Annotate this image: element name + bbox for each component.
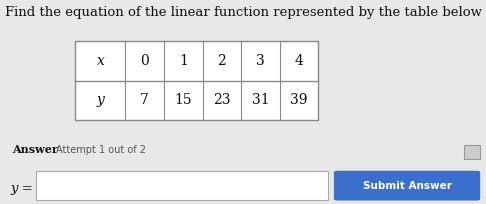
Text: y =: y = bbox=[11, 182, 34, 195]
Text: 4: 4 bbox=[295, 54, 303, 68]
Text: Answer: Answer bbox=[12, 144, 58, 155]
Text: 15: 15 bbox=[174, 93, 192, 108]
Text: 7: 7 bbox=[140, 93, 149, 108]
Text: x: x bbox=[96, 54, 104, 68]
Bar bbox=[464, 145, 480, 159]
Text: y: y bbox=[96, 93, 104, 108]
Text: Find the equation of the linear function represented by the table below in slope: Find the equation of the linear function… bbox=[5, 6, 486, 19]
Text: Submit Answer: Submit Answer bbox=[363, 181, 451, 191]
FancyBboxPatch shape bbox=[334, 171, 480, 201]
Text: Attempt 1 out of 2: Attempt 1 out of 2 bbox=[56, 145, 146, 155]
Text: 1: 1 bbox=[179, 54, 188, 68]
Text: 0: 0 bbox=[140, 54, 149, 68]
Text: 23: 23 bbox=[213, 93, 231, 108]
Text: 3: 3 bbox=[256, 54, 265, 68]
Text: 39: 39 bbox=[290, 93, 308, 108]
Text: 2: 2 bbox=[218, 54, 226, 68]
Text: 31: 31 bbox=[252, 93, 269, 108]
